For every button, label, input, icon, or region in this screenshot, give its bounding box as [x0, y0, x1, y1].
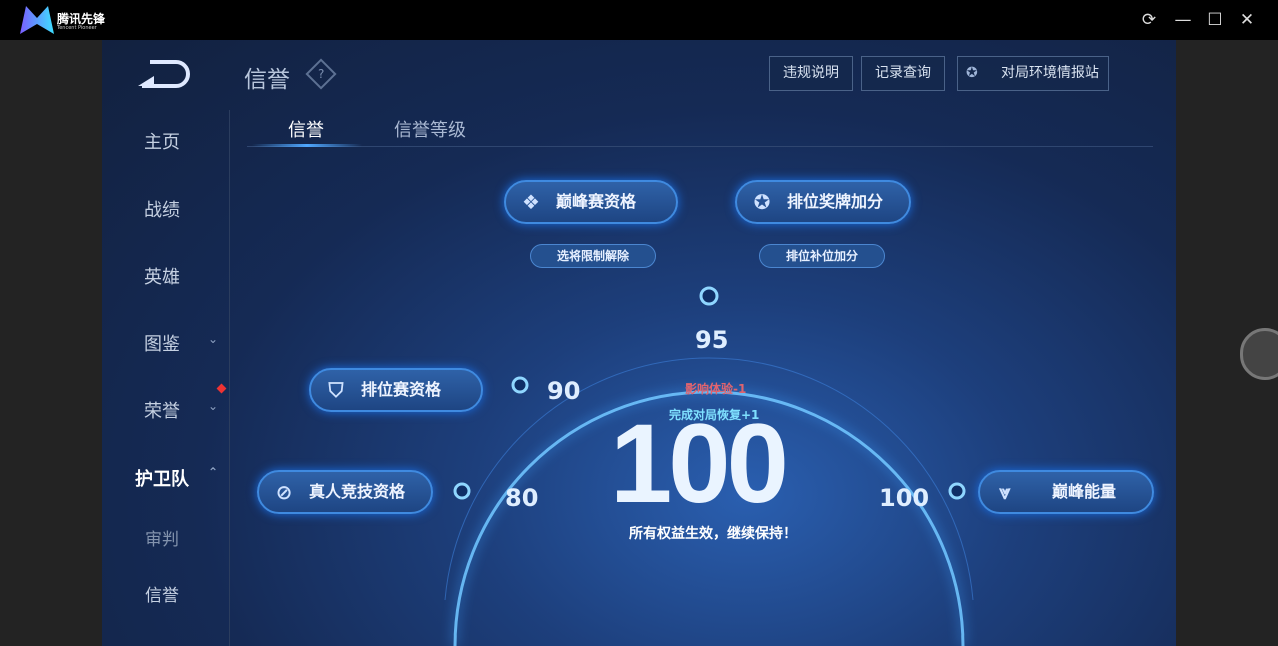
- sidebar-divider: [229, 110, 230, 646]
- sidebar-item-credit[interactable]: 信誉: [145, 586, 179, 606]
- shield-star-icon: ⛉: [328, 378, 344, 402]
- tencent-pioneer-logo: [20, 6, 54, 34]
- page-title: 信誉: [244, 67, 290, 93]
- sidebar-item-guard[interactable]: 护卫队 ⌃: [122, 465, 218, 491]
- pill-label: 排位赛资格: [361, 380, 442, 399]
- chevron-down-icon: ⌄: [208, 332, 219, 346]
- threshold-90: 90: [547, 377, 581, 405]
- sidebar-item-encyclopedia[interactable]: 图鉴 ⌄: [122, 330, 218, 356]
- pill-label: 巅峰赛资格: [556, 192, 637, 211]
- tab-credit[interactable]: 信誉: [288, 120, 324, 141]
- star-medal-icon: ✪: [753, 190, 771, 214]
- sidebar-label: 荣誉: [144, 401, 180, 422]
- sidebar-item-heroes[interactable]: 英雄: [144, 267, 180, 288]
- pill-label: 真人竞技资格: [309, 482, 406, 501]
- threshold-100: 100: [879, 484, 930, 512]
- node-95: [699, 286, 719, 306]
- threshold-80: 80: [505, 484, 539, 512]
- node-80: [453, 482, 471, 500]
- logo-subtext: Tencent Pioneer: [57, 25, 97, 31]
- ranked-qualification[interactable]: ⛉ 排位赛资格: [309, 368, 483, 412]
- title-bar: 腾讯先锋 Tencent Pioneer ⟳ — ☐ ✕: [0, 0, 1278, 40]
- node-100: [948, 482, 966, 500]
- sidebar-label: 图鉴: [144, 334, 180, 355]
- real-player-qualification[interactable]: ⊘ 真人竞技资格: [257, 470, 433, 514]
- pill-label: 排位奖牌加分: [787, 192, 884, 211]
- node-90: [511, 376, 529, 394]
- maximize-icon[interactable]: ☐: [1207, 10, 1223, 30]
- logo-text: 腾讯先锋: [57, 12, 106, 26]
- credit-arc: [444, 286, 974, 646]
- sidebar-item-records[interactable]: 战绩: [144, 200, 180, 221]
- violation-info-button[interactable]: 违规说明: [769, 56, 853, 91]
- peak-energy[interactable]: ⩔ 巅峰能量: [978, 470, 1154, 514]
- no-bot-icon: ⊘: [275, 480, 293, 504]
- credit-score: 100: [610, 401, 789, 526]
- record-query-button[interactable]: 记录查询: [861, 56, 945, 91]
- floating-handle[interactable]: [1240, 328, 1278, 380]
- chevron-down-icon: ⌄: [208, 399, 219, 413]
- sidebar-item-judgement[interactable]: 审判: [145, 530, 179, 550]
- chevron-emblem-icon: ⩔: [999, 480, 1011, 504]
- back-icon[interactable]: [136, 60, 192, 88]
- status-text: 所有权益生效，继续保持！: [629, 526, 797, 542]
- close-icon[interactable]: ✕: [1239, 10, 1255, 30]
- peak-match-qualification[interactable]: ❖ 巅峰赛资格: [504, 180, 678, 224]
- sidebar-label: 护卫队: [135, 469, 189, 490]
- minimize-icon[interactable]: —: [1174, 10, 1192, 30]
- sidebar-item-home[interactable]: 主页: [144, 132, 180, 153]
- recover-text: 完成对局恢复+1: [669, 408, 760, 422]
- pill-label: 巅峰能量: [1052, 482, 1117, 501]
- chevron-up-icon: ⌃: [208, 465, 219, 479]
- sidebar-item-honor[interactable]: 荣誉 ⌄: [122, 383, 227, 423]
- threshold-95: 95: [695, 326, 729, 354]
- tab-active-indicator: [252, 144, 362, 147]
- match-env-station-label: 对局环境情报站: [1001, 65, 1099, 81]
- emblem-icon: ✪: [966, 65, 978, 81]
- tab-divider: [247, 146, 1153, 147]
- tab-credit-level[interactable]: 信誉等级: [394, 120, 466, 141]
- game-screen: 信誉 ? 违规说明 记录查询 ✪ 对局环境情报站 主页 战绩 英雄 图鉴 ⌄ 荣誉 ⌄…: [102, 40, 1176, 646]
- rank-fill-bonus: 排位补位加分: [759, 244, 885, 268]
- diamond-emblem-icon: ❖: [522, 190, 540, 214]
- refresh-icon[interactable]: ⟳: [1141, 10, 1157, 30]
- penalty-text: 影响体验-1: [685, 382, 747, 396]
- match-env-station-button[interactable]: ✪ 对局环境情报站: [957, 56, 1109, 91]
- pick-restriction-lifted: 选将限制解除: [530, 244, 656, 268]
- rank-medal-bonus[interactable]: ✪ 排位奖牌加分: [735, 180, 911, 224]
